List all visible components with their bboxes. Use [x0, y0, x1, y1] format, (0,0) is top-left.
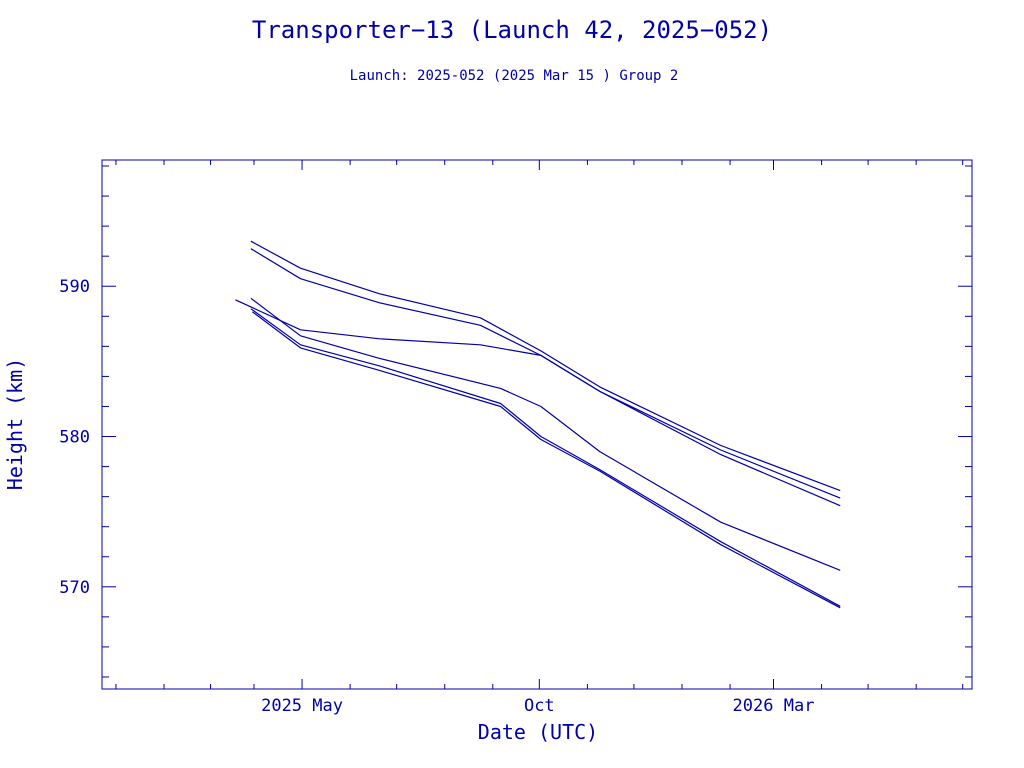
plot-frame [101, 159, 973, 690]
series-line-object-5 [250, 308, 841, 607]
y-tick-label: 580 [59, 428, 90, 448]
x-tick-label: 2026 Mar [733, 696, 815, 716]
y-tick-label: 590 [59, 277, 90, 297]
series-line-object-3 [235, 299, 841, 507]
x-axis-label: Date (UTC) [478, 720, 598, 744]
x-tick-label: 2025 May [261, 696, 343, 716]
axis-ticks [102, 160, 972, 689]
x-tick-label: Oct [524, 696, 555, 716]
series-line-object-2 [250, 248, 841, 499]
series-line-object-4 [250, 297, 841, 571]
x-tick-labels: 2025 May Oct 2026 Mar [261, 696, 814, 716]
y-tick-label: 570 [59, 578, 90, 598]
chart-title: Transporter−13 (Launch 42, 2025−052) [252, 16, 772, 44]
series-line-object-6 [252, 311, 841, 609]
series-line-object-1 [250, 240, 841, 492]
series-lines [235, 240, 841, 609]
y-axis-label: Height (km) [3, 358, 27, 490]
y-tick-labels: 570 580 590 [59, 277, 90, 598]
chart-subtitle: Launch: 2025-052 (2025 Mar 15 ) Group 2 [350, 68, 679, 84]
